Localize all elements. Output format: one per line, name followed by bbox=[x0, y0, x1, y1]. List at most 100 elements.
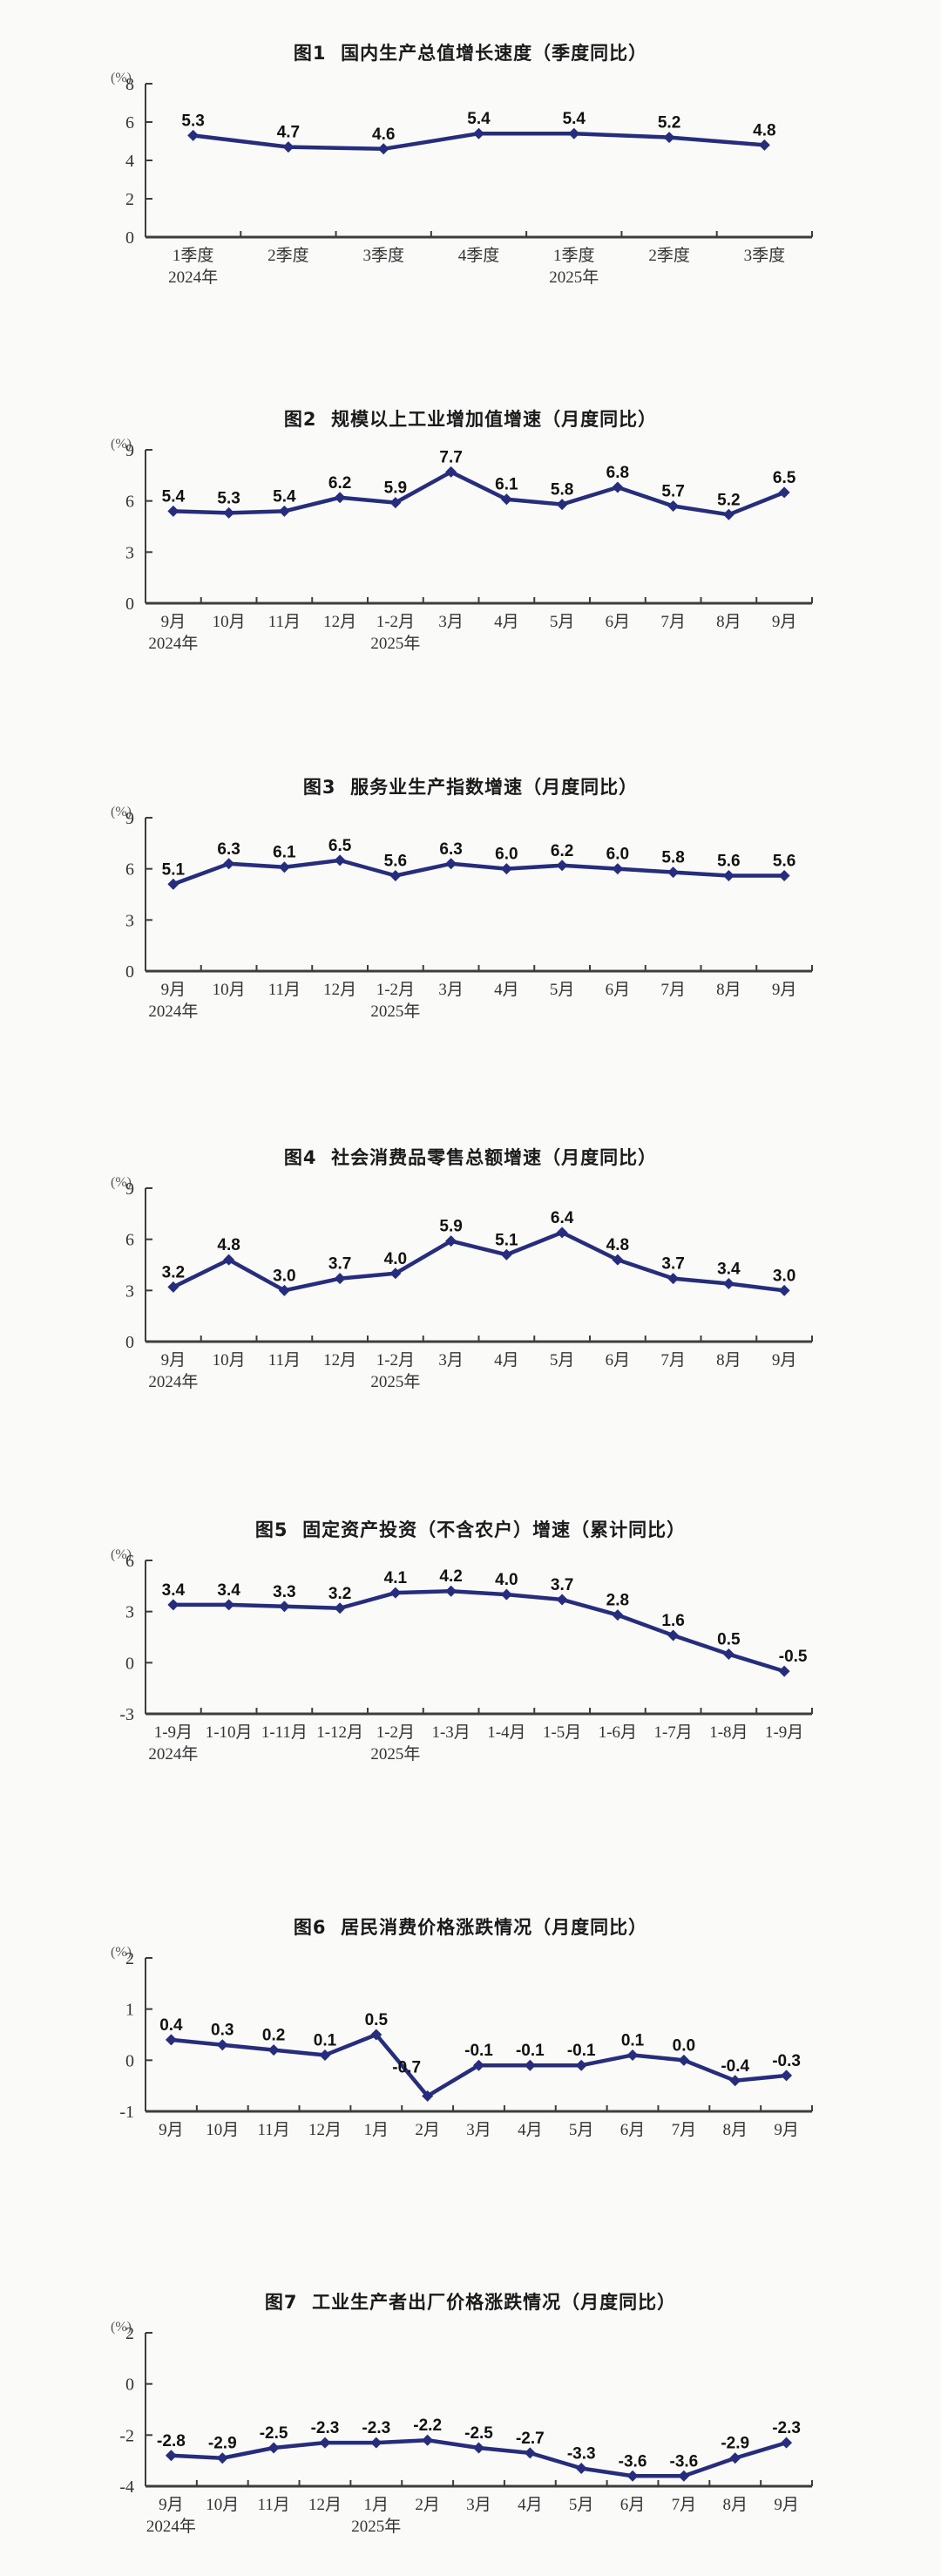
data-point-label: 0.1 bbox=[621, 2031, 645, 2049]
data-point-label: 6.3 bbox=[439, 840, 462, 859]
x-tick-label: 3季度 bbox=[362, 246, 404, 265]
figure-gdp-growth: 图1 国内生产总值增长速度（季度同比） (%) 0 2 4 6 8 1季度 2024年 2季度 3… bbox=[44, 40, 897, 288]
data-point bbox=[778, 486, 790, 499]
data-point bbox=[319, 2437, 331, 2449]
data-point bbox=[165, 2450, 177, 2462]
data-point-label: 6.5 bbox=[328, 837, 352, 855]
chart-title: 图3 服务业生产指数增速（月度同比） bbox=[302, 777, 639, 798]
data-point bbox=[500, 1588, 512, 1601]
data-point-label: -3.6 bbox=[670, 2452, 699, 2471]
data-point-label: 4.1 bbox=[384, 1569, 408, 1587]
data-point-label: 6.0 bbox=[495, 846, 518, 864]
x-year-label: 2024年 bbox=[148, 634, 198, 653]
y-tick-label: 3 bbox=[125, 1603, 134, 1622]
data-point bbox=[389, 497, 402, 509]
data-line bbox=[171, 1230, 787, 1293]
data-point-label: -2.5 bbox=[464, 2424, 493, 2443]
x-tick-label: 6月 bbox=[620, 2496, 646, 2514]
x-tick-label: 9月 bbox=[774, 2496, 799, 2514]
figure-retail-sales: 图4 社会消费品零售总额增速（月度同比） (%) 0 3 6 9 9月 2024年 10月 11… bbox=[44, 1145, 897, 1392]
x-tick-label: 7月 bbox=[660, 1351, 686, 1370]
data-line bbox=[171, 858, 787, 887]
y-tick-label: 9 bbox=[125, 441, 134, 460]
x-year-label: 2025年 bbox=[549, 268, 599, 287]
data-point bbox=[612, 1609, 624, 1621]
data-point-label: 5.4 bbox=[563, 110, 586, 128]
x-tick-label: 7月 bbox=[672, 2121, 697, 2139]
data-point-label: 0.5 bbox=[365, 2011, 389, 2029]
chart-title: 图2 规模以上工业增加值增速（月度同比） bbox=[283, 409, 658, 430]
x-tick-label: 9月 bbox=[772, 1351, 797, 1370]
data-point-label: 4.2 bbox=[439, 1567, 462, 1586]
data-point-label: -2.9 bbox=[721, 2435, 749, 2453]
data-point-label: -2.3 bbox=[311, 2419, 340, 2437]
data-point-label: 3.3 bbox=[273, 1583, 295, 1601]
y-tick-label: -2 bbox=[119, 2426, 134, 2445]
data-point-label: 4.6 bbox=[372, 126, 395, 144]
data-point bbox=[722, 1278, 735, 1290]
data-point-label: -0.1 bbox=[464, 2042, 493, 2060]
x-tick-label: 8月 bbox=[722, 2121, 748, 2139]
x-tick-label: 7月 bbox=[660, 613, 686, 631]
x-tick-label: 1季度 bbox=[173, 246, 214, 265]
data-point-label: 5.1 bbox=[162, 860, 186, 879]
data-point bbox=[524, 2059, 536, 2071]
x-tick-label: 1月 bbox=[364, 2496, 389, 2514]
x-tick-label: 9月 bbox=[772, 981, 797, 999]
x-tick-label: 9月 bbox=[161, 613, 186, 631]
data-point bbox=[612, 481, 624, 493]
x-tick-label: 11月 bbox=[268, 981, 301, 999]
x-tick-label: 1季度 bbox=[553, 246, 595, 265]
data-point bbox=[556, 499, 568, 511]
x-tick-label: 6月 bbox=[620, 2121, 646, 2139]
data-point bbox=[500, 493, 512, 506]
data-point bbox=[667, 867, 680, 879]
x-tick-label: 12月 bbox=[323, 1351, 356, 1370]
data-point bbox=[223, 506, 235, 519]
y-tick-label: 6 bbox=[125, 113, 134, 133]
data-point-label: 5.8 bbox=[661, 849, 684, 867]
data-point-label: 0.4 bbox=[159, 2016, 183, 2035]
y-axis-unit-label: (%) bbox=[111, 1175, 132, 1190]
data-point-label: 5.2 bbox=[717, 491, 740, 509]
x-tick-label: 12月 bbox=[323, 981, 356, 999]
data-point bbox=[575, 2462, 587, 2474]
data-point-label: 3.4 bbox=[162, 1581, 186, 1600]
x-tick-label: 6月 bbox=[606, 613, 631, 631]
x-tick-label: 7月 bbox=[660, 981, 686, 999]
data-point bbox=[282, 141, 294, 153]
data-point-label: 3.4 bbox=[717, 1261, 741, 1279]
data-point bbox=[278, 505, 290, 517]
data-point-label: 5.6 bbox=[384, 852, 407, 870]
x-tick-label: 10月 bbox=[213, 981, 246, 999]
x-tick-label: 6月 bbox=[606, 981, 631, 999]
chart-title: 图1 国内生产总值增长速度（季度同比） bbox=[293, 43, 648, 64]
data-point bbox=[278, 1601, 290, 1613]
y-tick-label: 4 bbox=[125, 152, 134, 171]
data-point bbox=[667, 1629, 680, 1641]
data-point-label: 5.8 bbox=[551, 481, 573, 500]
x-year-label: 2025年 bbox=[370, 1372, 420, 1391]
data-point-label: -2.3 bbox=[772, 2419, 801, 2437]
y-tick-label: 0 bbox=[125, 1333, 134, 1352]
x-tick-label: 11月 bbox=[268, 613, 301, 631]
x-tick-label: 3月 bbox=[438, 981, 464, 999]
data-point bbox=[556, 1227, 568, 1239]
data-point bbox=[612, 863, 624, 875]
x-tick-label: 4月 bbox=[518, 2121, 543, 2139]
figure-ppi: 图7 工业生产者出厂价格涨跌情况（月度同比） (%) -4 -2 0 2 9月 2024年 1… bbox=[44, 2289, 897, 2537]
figure-services-index: 图3 服务业生产指数增速（月度同比） (%) 0 3 6 9 9月 2024年 10月 11月 1… bbox=[44, 774, 897, 1022]
data-point bbox=[278, 1284, 290, 1296]
data-point-label: 2.8 bbox=[606, 1592, 629, 1610]
data-point-label: 5.2 bbox=[658, 114, 680, 133]
chart-title: 图7 工业生产者出厂价格涨跌情况（月度同比） bbox=[264, 2292, 677, 2313]
x-year-label: 2024年 bbox=[148, 1372, 198, 1391]
data-point-label: -2.8 bbox=[157, 2432, 186, 2450]
x-tick-label: 5月 bbox=[550, 1351, 575, 1370]
x-tick-label: 5月 bbox=[550, 981, 575, 999]
x-tick-label: 1-5月 bbox=[543, 1723, 581, 1742]
data-point bbox=[667, 500, 680, 513]
y-axis-unit-label: (%) bbox=[111, 2320, 132, 2335]
data-point-label: 3.7 bbox=[551, 1576, 573, 1594]
